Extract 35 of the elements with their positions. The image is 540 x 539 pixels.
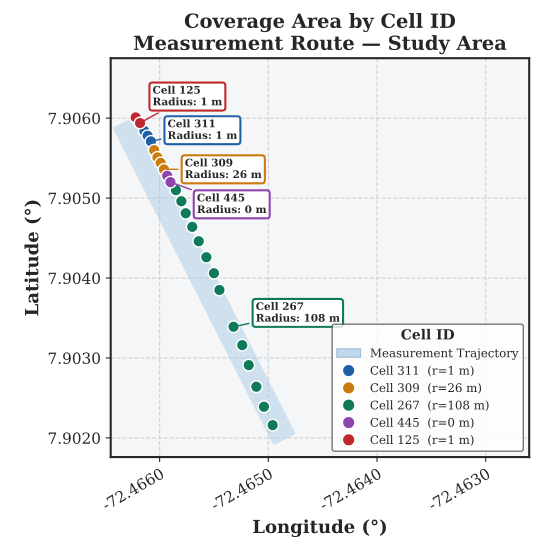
x-axis-title: Longitude (°) bbox=[253, 519, 386, 538]
y-tick-label: 7.9060 bbox=[48, 112, 100, 124]
point bbox=[257, 400, 270, 414]
point bbox=[242, 358, 256, 372]
y-axis-title: Latitude (°) bbox=[24, 200, 42, 316]
annotation: Cell 445 Radius: 0 m bbox=[197, 193, 266, 214]
y-tick-label: 7.9050 bbox=[48, 192, 100, 204]
legend-label: Cell 309 (r=26 m) bbox=[370, 383, 482, 394]
legend-label: Cell 311 (r=1 m) bbox=[370, 366, 474, 377]
point bbox=[174, 194, 188, 208]
point bbox=[212, 284, 226, 297]
legend-title: Cell ID bbox=[401, 328, 454, 340]
point bbox=[164, 176, 177, 189]
annotation: Cell 125 Radius: 1 m bbox=[152, 86, 222, 106]
y-tick-label: 7.9030 bbox=[48, 352, 100, 364]
y-tick-label: 7.9040 bbox=[48, 272, 100, 284]
legend-label: Measurement Trajectory bbox=[370, 348, 519, 360]
point bbox=[192, 234, 206, 248]
annotation: Cell 267 Radius: 108 m bbox=[256, 302, 340, 322]
point bbox=[250, 380, 263, 394]
point bbox=[134, 116, 147, 130]
point bbox=[266, 418, 280, 432]
y-tick-label: 7.9020 bbox=[48, 432, 100, 444]
point bbox=[207, 266, 220, 280]
legend-label: Cell 125 (r=1 m) bbox=[370, 435, 474, 446]
annotation: Cell 311 Radius: 1 m bbox=[168, 119, 238, 140]
point bbox=[179, 206, 192, 220]
chart-title: Coverage Area by Cell ID Measurement Route — Study Area bbox=[134, 13, 506, 54]
point bbox=[227, 320, 240, 334]
legend-label: Cell 445 (r=0 m) bbox=[370, 418, 474, 429]
legend-label: Cell 267 (r=108 m) bbox=[370, 400, 489, 412]
point bbox=[236, 338, 249, 352]
annotation: Cell 309 Radius: 26 m bbox=[185, 158, 262, 178]
point bbox=[186, 220, 199, 234]
point bbox=[200, 250, 213, 264]
